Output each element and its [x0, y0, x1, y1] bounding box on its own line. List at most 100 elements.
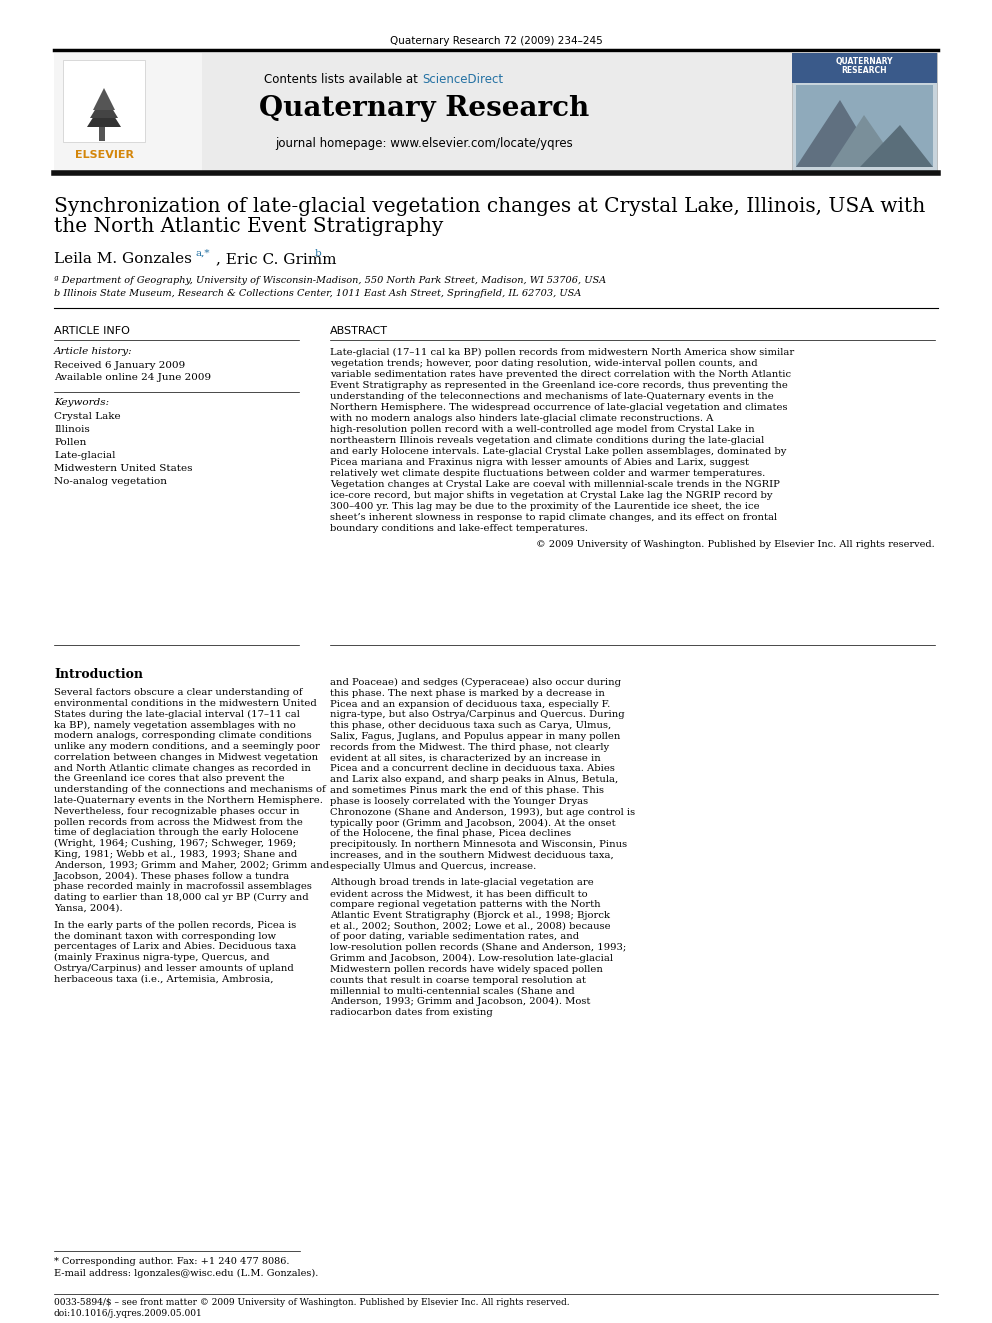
Text: phase is loosely correlated with the Younger Dryas: phase is loosely correlated with the You…: [330, 796, 588, 806]
Text: time of deglaciation through the early Holocene: time of deglaciation through the early H…: [54, 828, 299, 837]
Text: Received 6 January 2009: Received 6 January 2009: [54, 361, 186, 370]
Text: Picea and a concurrent decline in deciduous taxa. Abies: Picea and a concurrent decline in decidu…: [330, 765, 615, 774]
Text: Vegetation changes at Crystal Lake are coeval with millennial-scale trends in th: Vegetation changes at Crystal Lake are c…: [330, 480, 780, 490]
Text: Contents lists available at: Contents lists available at: [265, 73, 422, 86]
Text: ScienceDirect: ScienceDirect: [422, 73, 503, 86]
Bar: [63, 60, 145, 142]
Text: b: b: [315, 249, 321, 258]
Text: sheet’s inherent slowness in response to rapid climate changes, and its effect o: sheet’s inherent slowness in response to…: [330, 513, 777, 523]
Text: and Larix also expand, and sharp peaks in Alnus, Betula,: and Larix also expand, and sharp peaks i…: [330, 775, 618, 785]
Text: Keywords:: Keywords:: [54, 398, 109, 407]
Text: Quaternary Research 72 (2009) 234–245: Quaternary Research 72 (2009) 234–245: [390, 36, 602, 46]
Text: Article history:: Article history:: [54, 347, 133, 356]
Text: herbaceous taxa (i.e., Artemisia, Ambrosia,: herbaceous taxa (i.e., Artemisia, Ambros…: [54, 975, 274, 984]
Text: Illinois: Illinois: [54, 425, 89, 434]
Text: evident at all sites, is characterized by an increase in: evident at all sites, is characterized b…: [330, 754, 601, 762]
Polygon shape: [796, 101, 880, 167]
Text: (mainly Fraxinus nigra-type, Quercus, and: (mainly Fraxinus nigra-type, Quercus, an…: [54, 953, 270, 962]
Bar: [792, 53, 937, 83]
Text: King, 1981; Webb et al., 1983, 1993; Shane and: King, 1981; Webb et al., 1983, 1993; Sha…: [54, 849, 298, 859]
Text: boundary conditions and lake-effect temperatures.: boundary conditions and lake-effect temp…: [330, 524, 588, 533]
Bar: [99, 127, 105, 142]
Text: States during the late-glacial interval (17–11 cal: States during the late-glacial interval …: [54, 709, 300, 718]
Text: ice-core record, but major shifts in vegetation at Crystal Lake lag the NGRIP re: ice-core record, but major shifts in veg…: [330, 491, 773, 500]
Text: and Poaceae) and sedges (Cyperaceae) also occur during: and Poaceae) and sedges (Cyperaceae) als…: [330, 677, 621, 687]
Text: 0033-5894/$ – see front matter © 2009 University of Washington. Published by Els: 0033-5894/$ – see front matter © 2009 Un…: [54, 1298, 569, 1307]
Text: with no modern analogs also hinders late-glacial climate reconstructions. A: with no modern analogs also hinders late…: [330, 414, 713, 423]
Polygon shape: [860, 124, 933, 167]
Text: Crystal Lake: Crystal Lake: [54, 411, 121, 421]
Text: variable sedimentation rates have prevented the direct correlation with the Nort: variable sedimentation rates have preven…: [330, 370, 792, 378]
Text: evident across the Midwest, it has been difficult to: evident across the Midwest, it has been …: [330, 889, 587, 898]
Polygon shape: [87, 101, 121, 127]
Text: increases, and in the southern Midwest deciduous taxa,: increases, and in the southern Midwest d…: [330, 851, 614, 860]
Text: ª Department of Geography, University of Wisconsin-Madison, 550 North Park Stree: ª Department of Geography, University of…: [54, 277, 606, 284]
Text: and North Atlantic climate changes as recorded in: and North Atlantic climate changes as re…: [54, 763, 310, 773]
Text: RESEARCH: RESEARCH: [841, 66, 887, 75]
Text: Salix, Fagus, Juglans, and Populus appear in many pollen: Salix, Fagus, Juglans, and Populus appea…: [330, 732, 620, 741]
Text: Anderson, 1993; Grimm and Jacobson, 2004). Most: Anderson, 1993; Grimm and Jacobson, 2004…: [330, 998, 590, 1007]
Text: * Corresponding author. Fax: +1 240 477 8086.: * Corresponding author. Fax: +1 240 477 …: [54, 1257, 290, 1266]
Text: precipitously. In northern Minnesota and Wisconsin, Pinus: precipitously. In northern Minnesota and…: [330, 840, 627, 849]
Text: b Illinois State Museum, Research & Collections Center, 1011 East Ash Street, Sp: b Illinois State Museum, Research & Coll…: [54, 288, 581, 298]
Bar: [54, 53, 202, 171]
Text: Leila M. Gonzales: Leila M. Gonzales: [54, 251, 191, 266]
Text: Late-glacial (17–11 cal ka BP) pollen records from midwestern North America show: Late-glacial (17–11 cal ka BP) pollen re…: [330, 348, 795, 357]
Text: Picea mariana and Fraxinus nigra with lesser amounts of Abies and Larix, suggest: Picea mariana and Fraxinus nigra with le…: [330, 458, 749, 467]
Text: Northern Hemisphere. The widespread occurrence of late-glacial vegetation and cl: Northern Hemisphere. The widespread occu…: [330, 404, 788, 411]
Text: correlation between changes in Midwest vegetation: correlation between changes in Midwest v…: [54, 753, 318, 762]
Text: northeastern Illinois reveals vegetation and climate conditions during the late-: northeastern Illinois reveals vegetation…: [330, 437, 764, 445]
Text: phase recorded mainly in macrofossil assemblages: phase recorded mainly in macrofossil ass…: [54, 882, 311, 892]
Text: © 2009 University of Washington. Published by Elsevier Inc. All rights reserved.: © 2009 University of Washington. Publish…: [537, 540, 935, 549]
Text: In the early parts of the pollen records, Picea is: In the early parts of the pollen records…: [54, 921, 297, 930]
Text: understanding of the connections and mechanisms of: understanding of the connections and mec…: [54, 785, 325, 794]
Text: low-resolution pollen records (Shane and Anderson, 1993;: low-resolution pollen records (Shane and…: [330, 943, 626, 953]
Text: Introduction: Introduction: [54, 668, 143, 681]
Text: and sometimes Pinus mark the end of this phase. This: and sometimes Pinus mark the end of this…: [330, 786, 604, 795]
Text: and early Holocene intervals. Late-glacial Crystal Lake pollen assemblages, domi: and early Holocene intervals. Late-glaci…: [330, 447, 787, 456]
Text: Grimm and Jacobson, 2004). Low-resolution late-glacial: Grimm and Jacobson, 2004). Low-resolutio…: [330, 954, 613, 963]
Text: et al., 2002; Southon, 2002; Lowe et al., 2008) because: et al., 2002; Southon, 2002; Lowe et al.…: [330, 922, 611, 930]
Text: ARTICLE INFO: ARTICLE INFO: [54, 325, 130, 336]
Text: counts that result in coarse temporal resolution at: counts that result in coarse temporal re…: [330, 975, 586, 984]
Text: , Eric C. Grimm: , Eric C. Grimm: [216, 251, 336, 266]
Text: especially Ulmus and Quercus, increase.: especially Ulmus and Quercus, increase.: [330, 861, 537, 871]
Text: Atlantic Event Stratigraphy (Bjorck et al., 1998; Bjorck: Atlantic Event Stratigraphy (Bjorck et a…: [330, 910, 610, 919]
Text: Midwestern pollen records have widely spaced pollen: Midwestern pollen records have widely sp…: [330, 964, 603, 974]
Text: Several factors obscure a clear understanding of: Several factors obscure a clear understa…: [54, 688, 303, 697]
Text: Pollen: Pollen: [54, 438, 86, 447]
Polygon shape: [93, 89, 115, 110]
Text: this phase. The next phase is marked by a decrease in: this phase. The next phase is marked by …: [330, 689, 605, 697]
Text: Nevertheless, four recognizable phases occur in: Nevertheless, four recognizable phases o…: [54, 807, 300, 816]
Text: the North Atlantic Event Stratigraphy: the North Atlantic Event Stratigraphy: [54, 217, 443, 235]
Text: the dominant taxon with corresponding low: the dominant taxon with corresponding lo…: [54, 931, 276, 941]
Text: doi:10.1016/j.yqres.2009.05.001: doi:10.1016/j.yqres.2009.05.001: [54, 1308, 202, 1318]
Text: Yansa, 2004).: Yansa, 2004).: [54, 904, 123, 913]
Text: E-mail address: lgonzales@wisc.edu (L.M. Gonzales).: E-mail address: lgonzales@wisc.edu (L.M.…: [54, 1269, 318, 1278]
Text: dating to earlier than 18,000 cal yr BP (Curry and: dating to earlier than 18,000 cal yr BP …: [54, 893, 309, 902]
Bar: [792, 53, 937, 171]
Bar: [796, 85, 933, 167]
Text: vegetation trends; however, poor dating resolution, wide-interval pollen counts,: vegetation trends; however, poor dating …: [330, 359, 758, 368]
Text: ABSTRACT: ABSTRACT: [330, 325, 388, 336]
Text: typically poor (Grimm and Jacobson, 2004). At the onset: typically poor (Grimm and Jacobson, 2004…: [330, 819, 616, 827]
Text: percentages of Larix and Abies. Deciduous taxa: percentages of Larix and Abies. Deciduou…: [54, 942, 297, 951]
Text: journal homepage: www.elsevier.com/locate/yqres: journal homepage: www.elsevier.com/locat…: [275, 138, 572, 149]
Text: 300–400 yr. This lag may be due to the proximity of the Laurentide ice sheet, th: 300–400 yr. This lag may be due to the p…: [330, 501, 760, 511]
Text: Ostrya/Carpinus) and lesser amounts of upland: Ostrya/Carpinus) and lesser amounts of u…: [54, 964, 294, 974]
Text: modern analogs, corresponding climate conditions: modern analogs, corresponding climate co…: [54, 732, 311, 740]
Text: Synchronization of late-glacial vegetation changes at Crystal Lake, Illinois, US: Synchronization of late-glacial vegetati…: [54, 197, 926, 216]
Text: late-Quaternary events in the Northern Hemisphere.: late-Quaternary events in the Northern H…: [54, 796, 322, 804]
Polygon shape: [830, 115, 900, 167]
Text: understanding of the teleconnections and mechanisms of late-Quaternary events in: understanding of the teleconnections and…: [330, 392, 774, 401]
Text: radiocarbon dates from existing: radiocarbon dates from existing: [330, 1008, 493, 1017]
Text: QUATERNARY: QUATERNARY: [835, 57, 893, 66]
Text: pollen records from across the Midwest from the: pollen records from across the Midwest f…: [54, 818, 303, 827]
Text: Picea and an expansion of deciduous taxa, especially F.: Picea and an expansion of deciduous taxa…: [330, 700, 610, 709]
Text: (Wright, 1964; Cushing, 1967; Schweger, 1969;: (Wright, 1964; Cushing, 1967; Schweger, …: [54, 839, 297, 848]
Text: No-analog vegetation: No-analog vegetation: [54, 478, 167, 486]
Bar: [54, 53, 792, 171]
Text: high-resolution pollen record with a well-controlled age model from Crystal Lake: high-resolution pollen record with a wel…: [330, 425, 755, 434]
Text: this phase, other deciduous taxa such as Carya, Ulmus,: this phase, other deciduous taxa such as…: [330, 721, 611, 730]
Text: relatively wet climate despite fluctuations between colder and warmer temperatur: relatively wet climate despite fluctuati…: [330, 468, 765, 478]
